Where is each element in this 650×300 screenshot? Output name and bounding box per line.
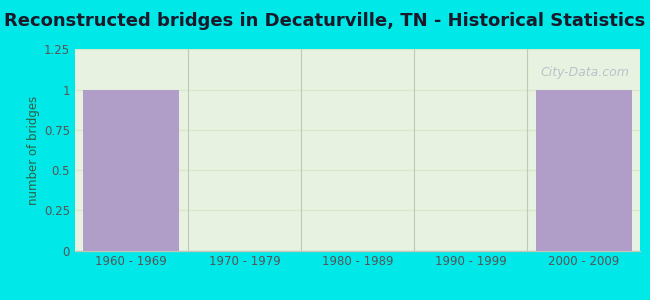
Bar	[536, 90, 632, 250]
Text: Reconstructed bridges in Decaturville, TN - Historical Statistics: Reconstructed bridges in Decaturville, T…	[5, 12, 645, 30]
Text: City-Data.com: City-Data.com	[540, 66, 629, 79]
Y-axis label: number of bridges: number of bridges	[27, 95, 40, 205]
Bar	[83, 90, 179, 250]
